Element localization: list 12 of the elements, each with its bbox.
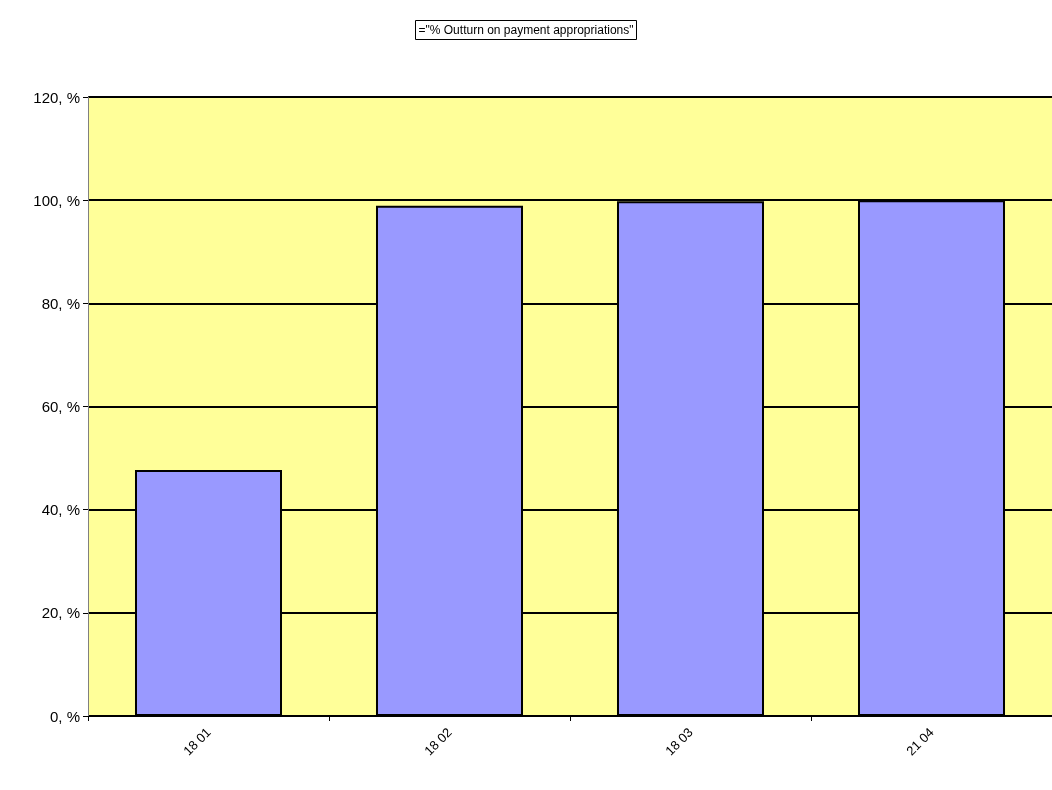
y-tick-label: 20, %: [41, 604, 80, 622]
chart-title: ="% Outturn on payment appropriations": [418, 23, 634, 37]
y-tick-label: 120, %: [33, 88, 80, 106]
x-tick-label: 18 03: [662, 724, 696, 759]
y-tick-label: 80, %: [41, 294, 80, 312]
x-tick-label: 18 01: [180, 724, 214, 759]
y-tick-label: 100, %: [33, 191, 80, 209]
x-tick-label: 18 02: [421, 724, 455, 759]
y-tick-label: 40, %: [41, 501, 80, 519]
y-tick-label: 60, %: [41, 398, 80, 415]
y-tick-label: 0, %: [49, 707, 80, 725]
x-tick-label: 21 04: [903, 724, 937, 759]
